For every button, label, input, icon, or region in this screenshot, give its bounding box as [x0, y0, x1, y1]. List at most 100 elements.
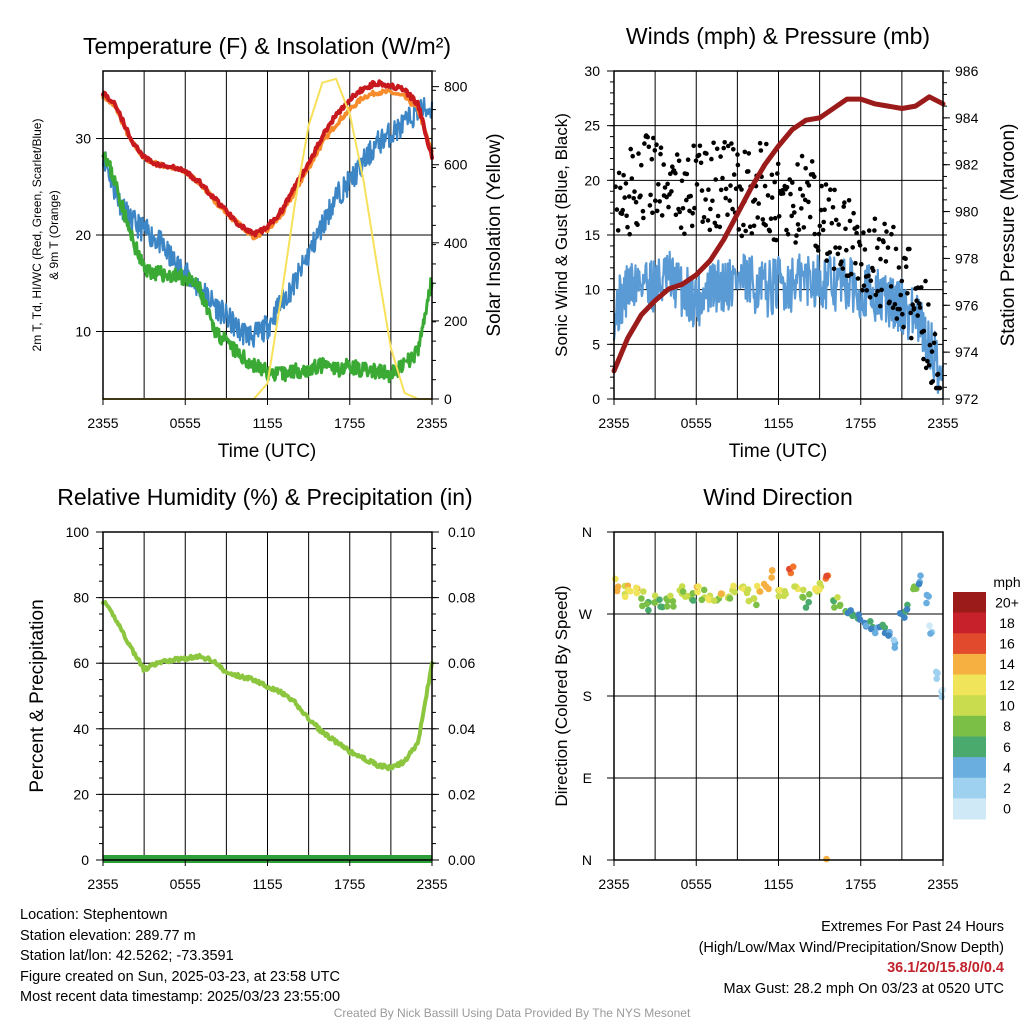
- y-right-tick-label: 978: [955, 250, 979, 266]
- gust-point: [839, 259, 844, 265]
- gust-point: [899, 278, 905, 284]
- direction-point: [867, 618, 874, 625]
- colorbar-label: 0: [1003, 801, 1011, 817]
- y-right-tick-label: 0.06: [448, 655, 475, 671]
- gust-point: [722, 140, 727, 145]
- direction-point: [730, 582, 737, 590]
- gust-point: [692, 205, 697, 211]
- gust-point: [747, 224, 753, 229]
- gust-point: [708, 206, 713, 212]
- gust-point: [614, 207, 620, 212]
- gust-point: [673, 170, 678, 176]
- gust-point: [622, 195, 627, 200]
- gust-point: [635, 222, 640, 228]
- figure-created: Figure created on Sun, 2025-03-23, at 23…: [20, 968, 340, 985]
- colorbar-segment: [953, 798, 986, 820]
- direction-point: [684, 592, 691, 600]
- x-tick-label: 2355: [598, 876, 629, 892]
- gust-point: [917, 305, 923, 310]
- gust-point: [799, 206, 804, 211]
- gust-point: [888, 284, 894, 289]
- direction-point: [823, 572, 830, 580]
- gust-point: [764, 141, 769, 147]
- gust-point: [826, 197, 832, 202]
- gust-point: [730, 206, 735, 212]
- gust-point: [749, 231, 755, 236]
- colorbar-segment: [953, 715, 986, 737]
- gust-point: [817, 223, 823, 229]
- direction-point: [643, 600, 651, 608]
- direction-point: [891, 644, 899, 651]
- gust-point: [812, 174, 817, 179]
- gust-point: [639, 162, 644, 168]
- gust-point: [780, 191, 786, 196]
- gust-point: [930, 379, 935, 384]
- colorbar-label: 10: [999, 698, 1015, 714]
- gust-point: [746, 169, 751, 174]
- gust-point: [729, 141, 734, 146]
- y-right-tick-label: 200: [444, 313, 468, 329]
- gust-point: [900, 311, 905, 317]
- gust-point: [641, 215, 646, 221]
- colorbar-title: mph: [993, 574, 1020, 590]
- gust-point: [932, 331, 938, 337]
- credit-line: Created By Nick Bassill Using Data Provi…: [333, 1006, 691, 1020]
- direction-point: [651, 592, 659, 600]
- gust-point: [910, 302, 915, 308]
- gust-point: [767, 228, 773, 234]
- gust-point: [739, 187, 744, 192]
- gust-point: [935, 371, 941, 377]
- gust-point: [755, 215, 760, 220]
- gust-point: [751, 223, 757, 229]
- direction-point: [756, 588, 764, 595]
- gust-point: [714, 146, 720, 152]
- gust-point: [925, 358, 930, 364]
- gust-point: [867, 295, 873, 300]
- gust-point: [832, 187, 837, 193]
- gust-point: [872, 216, 878, 222]
- direction-point: [775, 593, 783, 600]
- gust-point: [871, 268, 876, 274]
- gust-point: [855, 224, 860, 230]
- colorbar-segment: [953, 777, 986, 799]
- extremes-subtitle: (High/Low/Max Wind/Precipitation/Snow De…: [698, 939, 1004, 956]
- direction-point: [679, 588, 687, 595]
- gust-point: [678, 225, 684, 230]
- gust-point: [658, 151, 663, 157]
- gust-point: [670, 164, 675, 169]
- y-right-tick-label: 982: [955, 157, 979, 173]
- gust-point: [926, 302, 931, 307]
- gust-point: [650, 210, 655, 216]
- direction-point: [768, 574, 775, 581]
- gust-point: [850, 245, 855, 250]
- gust-point: [733, 186, 739, 191]
- gust-point: [898, 292, 903, 298]
- gust-point: [620, 207, 625, 213]
- gust-point: [828, 187, 833, 192]
- direction-point: [923, 591, 931, 599]
- gust-point: [735, 152, 740, 157]
- gust-point: [864, 288, 870, 293]
- gust-point: [669, 189, 674, 194]
- y-tick-label: 0: [81, 852, 89, 868]
- direction-point: [651, 599, 658, 606]
- direction-point: [823, 855, 830, 863]
- direction-point: [760, 580, 768, 588]
- colorbar-label: 20+: [995, 594, 1019, 610]
- direction-point: [806, 591, 813, 598]
- y-tick-label: 10: [75, 323, 91, 339]
- direction-point: [932, 668, 940, 676]
- gust-point: [652, 148, 658, 153]
- gust-point: [688, 193, 693, 199]
- gust-point: [809, 159, 815, 164]
- gust-point: [725, 143, 731, 149]
- gust-point: [818, 207, 824, 213]
- y-tick-label: 80: [73, 590, 89, 606]
- gust-point: [862, 247, 868, 252]
- direction-point: [834, 594, 841, 601]
- y-tick-label: 30: [75, 131, 91, 147]
- series-temp-line: [101, 79, 434, 238]
- gust-point: [844, 247, 849, 253]
- direction-point: [927, 630, 934, 637]
- gust-point: [792, 210, 797, 215]
